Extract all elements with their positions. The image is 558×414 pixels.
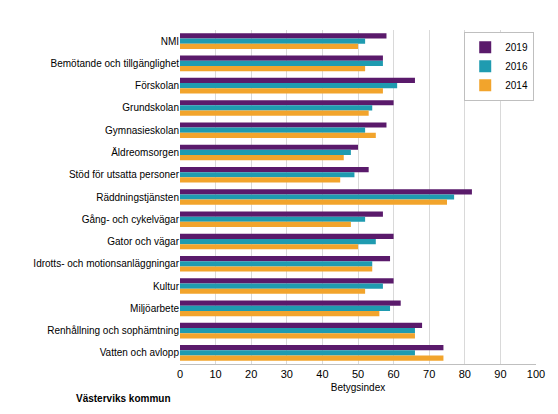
svg-text:0: 0	[177, 368, 183, 380]
svg-text:20: 20	[245, 368, 257, 380]
svg-text:60: 60	[387, 368, 399, 380]
svg-text:Miljöarbete: Miljöarbete	[130, 303, 179, 314]
svg-text:Förskolan: Förskolan	[135, 80, 179, 91]
svg-text:Idrotts- och motionsanläggning: Idrotts- och motionsanläggningar	[33, 258, 179, 269]
svg-text:10: 10	[209, 368, 221, 380]
svg-text:50: 50	[352, 368, 364, 380]
svg-text:30: 30	[281, 368, 293, 380]
svg-text:80: 80	[459, 368, 471, 380]
svg-text:Kultur: Kultur	[153, 281, 180, 292]
svg-text:2016: 2016	[505, 61, 528, 72]
svg-text:Västerviks kommun: Västerviks kommun	[76, 393, 171, 404]
svg-text:Räddningstjänsten: Räddningstjänsten	[96, 192, 179, 203]
svg-text:Renhållning och sophämtning: Renhållning och sophämtning	[47, 325, 179, 336]
svg-text:Gymnasieskolan: Gymnasieskolan	[105, 125, 179, 136]
svg-text:Bemötande och tillgänglighet: Bemötande och tillgänglighet	[51, 58, 180, 69]
svg-text:Äldreomsorgen: Äldreomsorgen	[111, 147, 179, 158]
svg-text:2019: 2019	[505, 42, 528, 53]
svg-text:NMI: NMI	[161, 36, 179, 47]
svg-text:Grundskolan: Grundskolan	[122, 102, 179, 113]
svg-text:70: 70	[423, 368, 435, 380]
svg-text:2014: 2014	[505, 80, 528, 91]
svg-text:Gång- och cykelvägar: Gång- och cykelvägar	[82, 214, 180, 225]
svg-text:Vatten och avlopp: Vatten och avlopp	[100, 347, 180, 358]
svg-text:Gator och vägar: Gator och vägar	[107, 236, 179, 247]
svg-text:40: 40	[316, 368, 328, 380]
svg-text:Betygsindex: Betygsindex	[331, 382, 385, 393]
svg-text:90: 90	[494, 368, 506, 380]
svg-text:100: 100	[527, 368, 545, 380]
svg-text:Stöd för utsatta personer: Stöd för utsatta personer	[69, 169, 180, 180]
